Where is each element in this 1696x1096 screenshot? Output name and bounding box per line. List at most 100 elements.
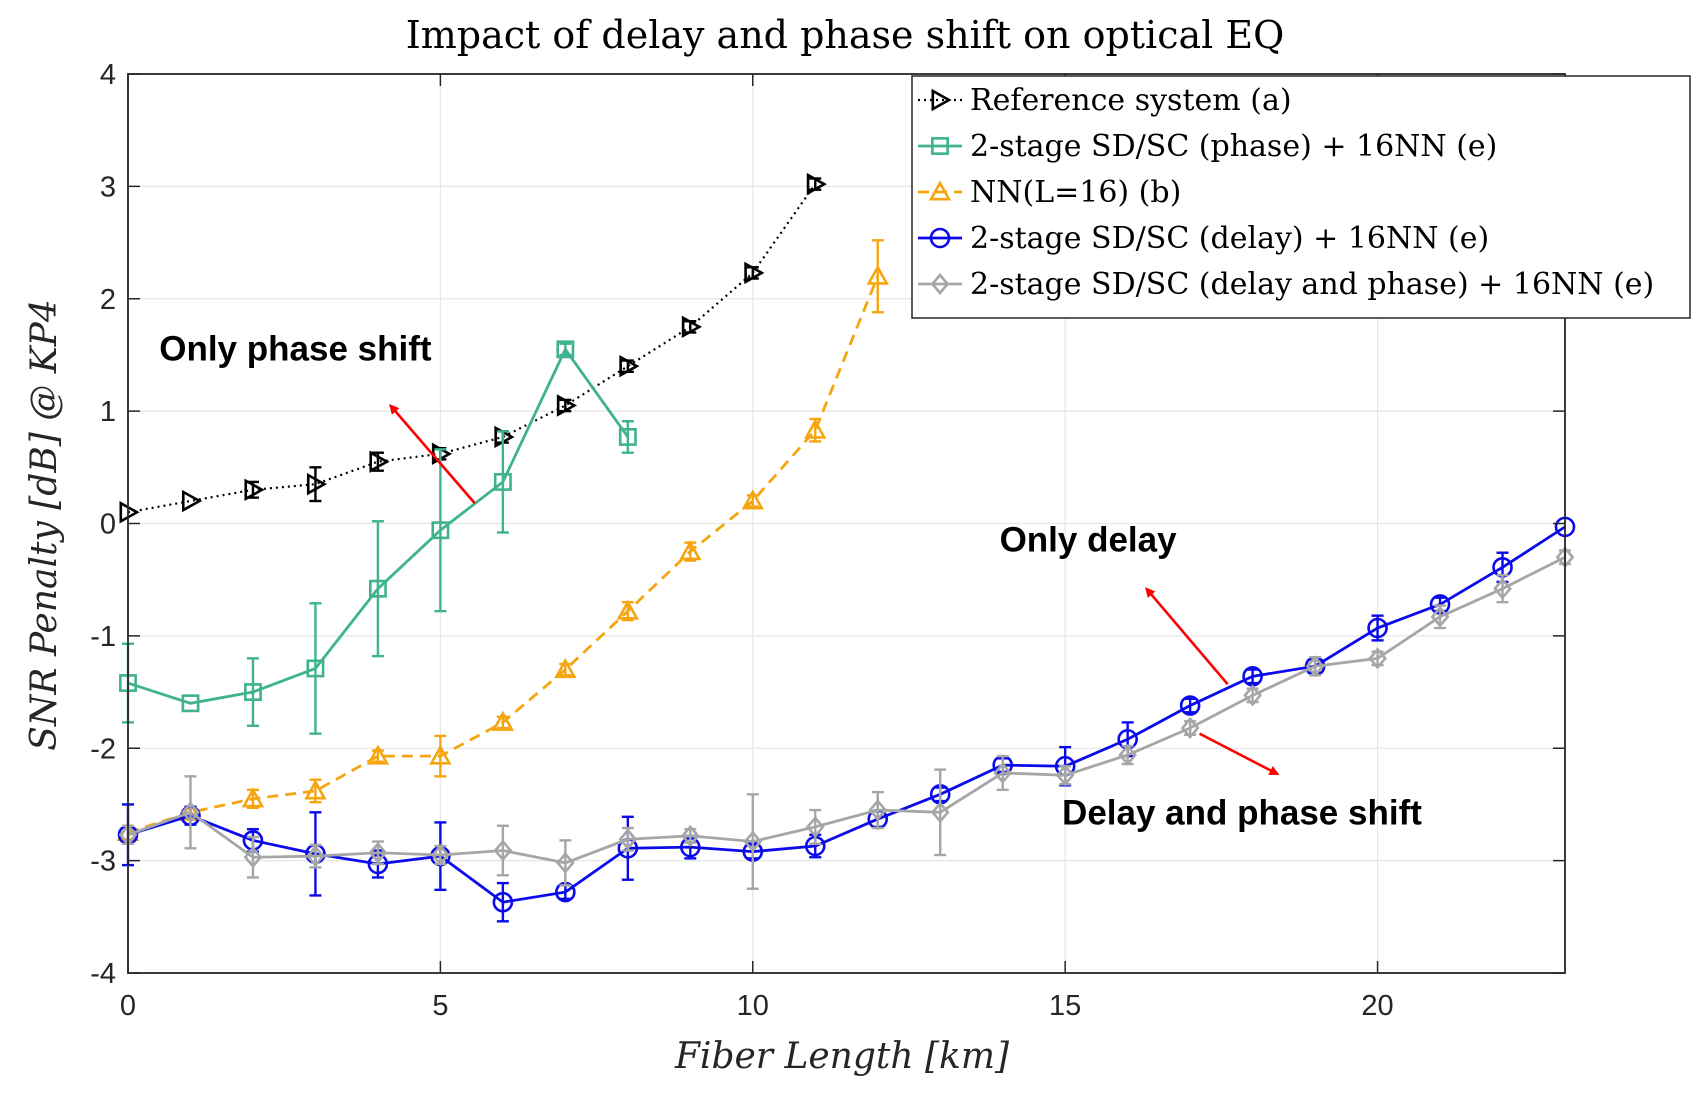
data-point <box>431 521 450 540</box>
data-point <box>619 354 640 378</box>
data-point <box>306 845 325 868</box>
axis-ticks: 0 5 10 15 20 -4 -3 -2 -1 0 1 2 3 4 <box>90 59 1393 1022</box>
y-tick-label: -1 <box>90 621 116 653</box>
x-tick-label: 20 <box>1361 990 1393 1022</box>
data-point <box>181 489 203 513</box>
data-point <box>743 830 763 853</box>
y-tick-label: 4 <box>100 59 116 91</box>
data-point <box>181 694 200 713</box>
annotation-text: Only delay <box>1000 521 1178 560</box>
annotation-text: Delay and phase shift <box>1062 794 1422 833</box>
data-point <box>181 801 200 824</box>
data-point <box>554 657 577 679</box>
data-point <box>616 599 640 620</box>
annotations: Only phase shift Only delay Delay and phas… <box>159 330 1422 833</box>
data-point <box>243 846 263 869</box>
series-line <box>127 555 1566 865</box>
series-line <box>127 275 880 834</box>
data-point <box>366 744 390 765</box>
x-axis-label: Fiber Length [km] <box>674 1036 1010 1077</box>
data-point <box>241 787 265 808</box>
data-point <box>304 779 327 800</box>
x-tick-label: 5 <box>432 990 448 1022</box>
data-point <box>306 659 325 678</box>
data-point <box>1118 743 1138 766</box>
data-point <box>244 478 265 501</box>
annotation-arrow <box>1145 587 1229 686</box>
series-line <box>127 525 1566 904</box>
data-point <box>1055 764 1075 787</box>
y-tick-label: 1 <box>100 396 116 428</box>
y-tick-label: 3 <box>100 171 116 203</box>
legend-label: 2-stage SD/SC (delay) + 16NN (e) <box>970 221 1489 256</box>
y-tick-label: -2 <box>90 733 116 765</box>
data-point <box>491 710 515 731</box>
data-point <box>431 843 450 867</box>
data-point <box>556 394 578 417</box>
data-point <box>244 683 262 702</box>
data-point <box>993 761 1013 784</box>
x-tick-label: 0 <box>120 990 136 1022</box>
data-point <box>369 450 390 473</box>
data-point <box>1305 655 1325 678</box>
data-point <box>1430 605 1450 628</box>
y-axis-label: SNR Penalty [dB] @ KP4 <box>24 299 65 751</box>
legend: Reference system (a) 2-stage SD/SC (phase… <box>911 75 1691 319</box>
data-point <box>1180 717 1200 740</box>
legend-marker <box>931 88 952 112</box>
data-point <box>868 799 888 822</box>
data-point <box>493 839 513 862</box>
data-point <box>1243 684 1262 707</box>
data-point <box>1368 647 1387 670</box>
y-tick-label: 0 <box>100 509 116 541</box>
legend-label: Reference system (a) <box>970 83 1292 118</box>
data-point <box>368 579 387 598</box>
data-point <box>618 828 638 851</box>
legend-marker <box>929 227 951 249</box>
data-point <box>744 261 765 285</box>
y-tick-label: -3 <box>90 846 116 878</box>
data-point <box>1179 695 1201 716</box>
legend-label: 2-stage SD/SC (phase) + 16NN (e) <box>970 129 1497 164</box>
x-tick-label: 15 <box>1049 990 1081 1022</box>
data-point <box>680 824 700 847</box>
data-point <box>556 340 575 359</box>
y-tick-label: -4 <box>90 958 116 990</box>
annotation-arrow <box>389 403 476 505</box>
data-point <box>805 815 825 838</box>
data-point <box>806 172 827 196</box>
legend-marker <box>928 180 952 201</box>
series-1 <box>119 340 637 735</box>
series-2 <box>116 239 889 842</box>
series-line <box>127 346 629 705</box>
data-point <box>804 418 827 439</box>
data-point <box>618 428 637 446</box>
legend-label: NN(L=16) (b) <box>970 175 1181 210</box>
series-layer <box>116 172 1576 923</box>
x-tick-label: 10 <box>737 990 769 1022</box>
data-point <box>930 801 950 824</box>
series-4 <box>118 546 1575 890</box>
data-point <box>681 315 702 339</box>
plot-area-border <box>127 73 1566 974</box>
legend-marker <box>931 137 949 155</box>
annotation-text: Only phase shift <box>159 330 432 369</box>
data-point <box>368 841 388 864</box>
y-tick-label: 2 <box>100 284 116 316</box>
data-point <box>492 891 514 913</box>
data-point <box>866 264 889 285</box>
annotation-arrow <box>1198 732 1280 776</box>
data-point <box>555 851 575 874</box>
data-point <box>493 472 512 491</box>
data-point <box>306 472 328 496</box>
data-point <box>1367 617 1388 639</box>
data-point <box>1493 577 1512 600</box>
data-point <box>429 744 452 765</box>
legend-label: 2-stage SD/SC (delay and phase) + 16NN (… <box>970 267 1654 302</box>
chart-title: Impact of delay and phase shift on optic… <box>406 13 1285 57</box>
legend-marker <box>930 272 950 296</box>
legend-box <box>911 75 1691 319</box>
data-point <box>741 489 764 510</box>
data-point <box>679 539 702 561</box>
